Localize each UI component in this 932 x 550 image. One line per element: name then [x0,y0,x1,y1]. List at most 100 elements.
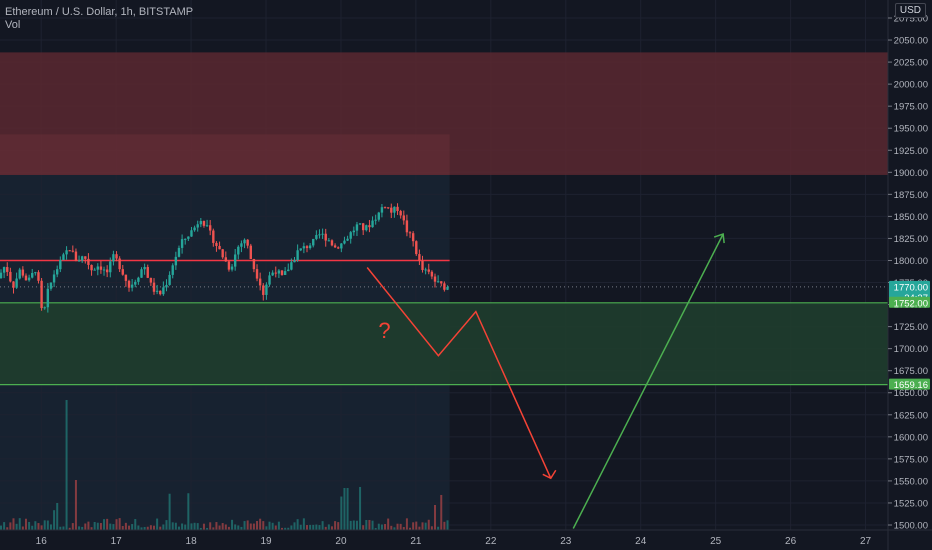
volume-label[interactable]: Vol [5,19,21,31]
candle-body[interactable] [386,207,390,209]
candle-body[interactable] [137,277,140,282]
candle-body[interactable] [237,246,240,255]
candle-body[interactable] [12,281,15,288]
candle-body[interactable] [102,269,106,271]
candle-body[interactable] [424,269,427,271]
candle-body[interactable] [233,254,237,267]
candle-body[interactable] [171,265,174,275]
candle-body[interactable] [159,290,162,295]
candle-body[interactable] [252,258,256,270]
candle-body[interactable] [440,281,443,284]
candle-body[interactable] [255,269,259,279]
candle-body[interactable] [390,207,393,213]
candle-body[interactable] [312,238,315,246]
candle-body[interactable] [168,274,171,285]
candle-body[interactable] [358,223,362,225]
candle-body[interactable] [56,269,59,275]
candle-body[interactable] [221,249,224,258]
candle-body[interactable] [218,245,221,250]
candle-body[interactable] [290,262,293,270]
candle-body[interactable] [396,206,399,212]
candle-body[interactable] [196,224,199,228]
candle-body[interactable] [105,269,109,273]
candle-body[interactable] [377,212,381,220]
candle-body[interactable] [436,281,440,283]
candle-body[interactable] [243,239,246,244]
candle-body[interactable] [330,240,334,246]
candle-body[interactable] [93,269,96,271]
projection-up-path[interactable] [572,233,724,529]
candle-body[interactable] [368,225,371,228]
candle-body[interactable] [193,227,196,231]
candle-body[interactable] [268,275,271,285]
candle-body[interactable] [177,247,181,257]
candle-body[interactable] [18,269,21,279]
candle-body[interactable] [374,219,377,221]
candle-body[interactable] [62,254,65,261]
candle-body[interactable] [215,242,218,246]
candle-body[interactable] [149,277,153,283]
candle-body[interactable] [240,243,243,247]
candle-body[interactable] [308,245,312,249]
candle-body[interactable] [52,274,56,283]
candle-body[interactable] [37,272,40,281]
candle-body[interactable] [318,234,321,236]
candle-body[interactable] [343,240,346,244]
candle-body[interactable] [9,271,12,282]
candle-body[interactable] [293,260,296,263]
candle-body[interactable] [0,272,3,279]
candle-body[interactable] [427,269,430,272]
price-axis[interactable] [888,0,932,550]
candle-body[interactable] [121,269,124,275]
candle-body[interactable] [321,233,324,235]
price-badge[interactable] [889,378,930,390]
candle-body[interactable] [349,232,352,239]
candle-body[interactable] [283,271,287,275]
candle-body[interactable] [249,245,252,259]
candle-body[interactable] [212,230,215,243]
candle-body[interactable] [393,206,396,213]
candle-body[interactable] [99,266,103,270]
candle-body[interactable] [40,280,43,309]
candle-body[interactable] [118,258,121,270]
candle-body[interactable] [355,224,359,231]
candle-body[interactable] [190,230,193,237]
candle-body[interactable] [174,256,178,266]
projection-down-path[interactable] [366,267,552,479]
candle-body[interactable] [365,225,368,231]
candle-body[interactable] [287,269,290,272]
candle-body[interactable] [184,238,187,240]
candle-body[interactable] [140,269,143,278]
candle-body[interactable] [271,272,274,276]
candle-body[interactable] [199,221,203,225]
candle-body[interactable] [380,207,384,213]
candle-body[interactable] [246,239,249,246]
candle-body[interactable] [277,270,281,274]
candle-body[interactable] [371,220,374,228]
candle-body[interactable] [421,260,424,270]
candle-body[interactable] [87,258,90,265]
candle-body[interactable] [405,220,409,233]
candle-body[interactable] [31,272,34,278]
candle-body[interactable] [258,278,262,286]
candle-body[interactable] [155,290,159,292]
candle-body[interactable] [34,272,37,274]
candle-body[interactable] [340,243,343,249]
candle-body[interactable] [296,250,299,261]
candle-body[interactable] [46,288,50,308]
candle-body[interactable] [43,307,46,309]
candle-body[interactable] [109,261,112,273]
currency-button[interactable]: USD [894,3,926,18]
candle-body[interactable] [415,241,418,255]
candle-body[interactable] [2,267,6,273]
candle-body[interactable] [112,254,115,262]
candle-body[interactable] [143,267,146,270]
candle-body[interactable] [27,277,31,281]
candle-body[interactable] [84,256,87,259]
candle-body[interactable] [430,271,434,277]
candle-body[interactable] [68,250,71,252]
candle-body[interactable] [65,250,68,255]
candle-body[interactable] [408,232,412,234]
candle-body[interactable] [337,247,340,249]
